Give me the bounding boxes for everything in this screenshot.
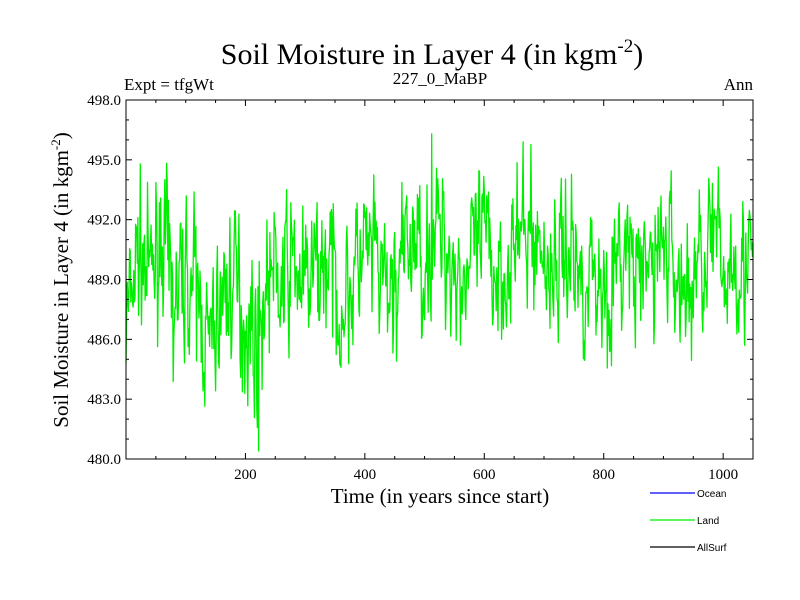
- legend-label-land: Land: [697, 516, 719, 527]
- subtitle-right: Ann: [724, 75, 754, 94]
- x-axis-label: Time (in years since start): [331, 484, 550, 508]
- x-tick-label: 400: [354, 467, 377, 483]
- x-tick-label: 1000: [708, 467, 738, 483]
- y-tick-label: 495.0: [87, 153, 121, 169]
- y-axis-label-end: ): [49, 132, 73, 139]
- legend: Ocean Land AllSurf: [650, 489, 727, 554]
- legend-label-allsurf: AllSurf: [697, 543, 727, 554]
- y-tick-label: 483.0: [87, 392, 121, 408]
- y-axis-label: Soil Moisture in Layer 4 (in kgm-2): [48, 132, 73, 427]
- y-axis-ticks: 480.0 483.0 486.0 489.0 492.0 495.0 498.0: [87, 93, 753, 468]
- x-tick-label: 800: [592, 467, 615, 483]
- y-axis-label-sup: -2: [48, 139, 63, 150]
- subtitle-left: Expt = tfgWt: [124, 75, 214, 94]
- series-line-land: [126, 133, 753, 452]
- chart-title-sup: -2: [617, 36, 633, 57]
- chart-title-end: ): [633, 38, 643, 71]
- x-tick-label: 200: [234, 467, 257, 483]
- x-axis-ticks: 200 400 600 800 1000: [155, 100, 738, 483]
- y-axis-label-main: Soil Moisture in Layer 4 (in kgm: [49, 150, 73, 428]
- legend-label-ocean: Ocean: [697, 489, 726, 500]
- x-tick-label: 600: [473, 467, 496, 483]
- y-tick-label: 498.0: [87, 93, 121, 109]
- y-tick-label: 480.0: [87, 452, 121, 468]
- chart-title: Soil Moisture in Layer 4 (in kgm-2): [221, 36, 643, 71]
- y-tick-label: 489.0: [87, 273, 121, 289]
- y-tick-label: 492.0: [87, 213, 121, 229]
- subtitle-center: 227_0_MaBP: [393, 69, 487, 88]
- chart-title-main: Soil Moisture in Layer 4 (in kgm: [221, 38, 618, 71]
- y-tick-label: 486.0: [87, 332, 121, 348]
